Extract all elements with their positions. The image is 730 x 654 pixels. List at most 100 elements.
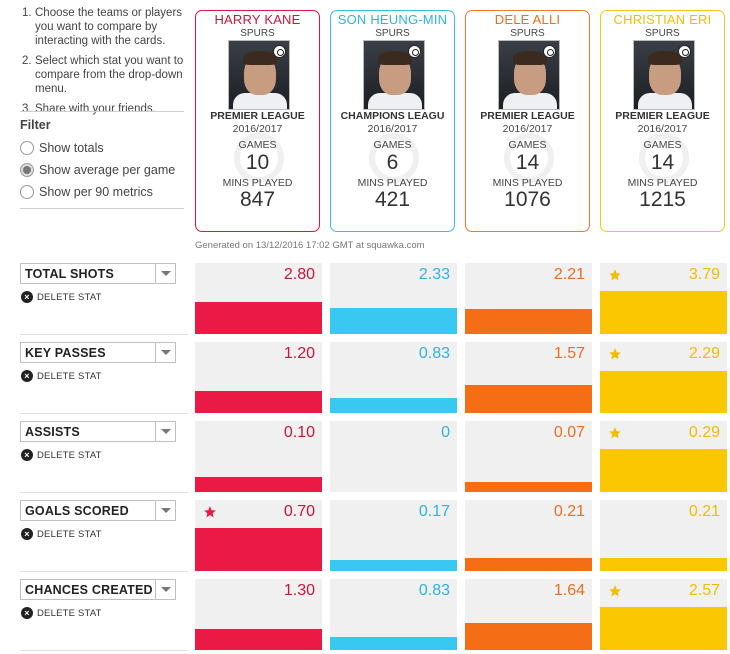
stat-cell: 2.21 bbox=[465, 263, 592, 334]
player-card[interactable]: HARRY KANE SPURS PREMIER LEAGUE 2016/2017 GA… bbox=[195, 10, 320, 232]
stat-dropdown-label: GOALS SCORED bbox=[25, 503, 129, 518]
instruction-item: 1. Choose the teams or players you want t… bbox=[22, 6, 192, 48]
mins-played-value: 1076 bbox=[504, 188, 551, 211]
stat-dropdown[interactable]: CHANCES CREATED bbox=[20, 579, 176, 600]
stat-value: 2.57 bbox=[688, 582, 720, 599]
games-label: GAMES bbox=[373, 139, 412, 151]
player-card[interactable]: SON HEUNG-MIN SPURS CHAMPIONS LEAGU 2016/20… bbox=[330, 10, 455, 232]
star-icon bbox=[608, 426, 622, 444]
stat-cell: 0.83 bbox=[330, 579, 457, 650]
stat-cell: 0.10 bbox=[195, 421, 322, 492]
chevron-down-icon[interactable] bbox=[155, 501, 175, 520]
stat-dropdown[interactable]: TOTAL SHOTS bbox=[20, 263, 176, 284]
delete-stat-button[interactable]: × DELETE STAT bbox=[21, 448, 102, 462]
games-ring bbox=[639, 133, 689, 183]
stat-bar bbox=[330, 637, 457, 650]
delete-stat-button[interactable]: × DELETE STAT bbox=[21, 369, 102, 383]
season: 2016/2017 bbox=[232, 123, 283, 135]
player-card[interactable]: CHRISTIAN ERI SPURS PREMIER LEAGUE 2016/201… bbox=[600, 10, 725, 232]
competition-name: PREMIER LEAGUE bbox=[210, 110, 305, 122]
games-label: GAMES bbox=[643, 139, 682, 151]
player-shirt bbox=[368, 93, 422, 109]
games-value: 14 bbox=[650, 151, 675, 174]
competition-name: PREMIER LEAGUE bbox=[615, 110, 710, 122]
stat-bar bbox=[465, 482, 592, 492]
stat-value: 1.20 bbox=[283, 345, 315, 362]
star-icon bbox=[608, 347, 622, 365]
club-badge-icon bbox=[543, 45, 556, 58]
radio-button[interactable] bbox=[20, 141, 34, 155]
stat-bar bbox=[195, 302, 322, 334]
delete-stat-button[interactable]: × DELETE STAT bbox=[21, 527, 102, 541]
games-ring bbox=[234, 133, 284, 183]
chevron-down-icon[interactable] bbox=[155, 343, 175, 362]
mins-played-value: 1215 bbox=[639, 188, 686, 211]
stat-bar bbox=[600, 607, 727, 650]
player-name: SON HEUNG-MIN bbox=[337, 12, 448, 27]
generated-timestamp: Generated on 13/12/2016 17:02 GMT at squ… bbox=[195, 240, 425, 251]
filter-option-label: Show totals bbox=[39, 141, 104, 155]
player-shirt bbox=[233, 93, 287, 109]
stat-bar bbox=[600, 291, 727, 334]
player-name: HARRY KANE bbox=[214, 12, 301, 27]
filter-title: Filter bbox=[20, 118, 51, 132]
team-name: SPURS bbox=[375, 28, 410, 39]
stat-cell: 1.64 bbox=[465, 579, 592, 650]
delete-stat-label: DELETE STAT bbox=[37, 607, 102, 619]
stat-value: 0.10 bbox=[283, 424, 315, 441]
stat-bar bbox=[195, 528, 322, 571]
stat-dropdown[interactable]: GOALS SCORED bbox=[20, 500, 176, 521]
mins-played-label: MINS PLAYED bbox=[222, 177, 293, 189]
stat-value: 0.83 bbox=[418, 345, 450, 362]
stat-dropdown[interactable]: KEY PASSES bbox=[20, 342, 176, 363]
stat-cell: 0.70 bbox=[195, 500, 322, 571]
games-value: 6 bbox=[386, 151, 399, 174]
instruction-number: 3. bbox=[22, 103, 32, 115]
filter-option-totals[interactable]: Show totals bbox=[20, 140, 104, 156]
row-divider bbox=[20, 334, 188, 335]
player-hair bbox=[378, 51, 412, 65]
games-ring bbox=[369, 133, 419, 183]
row-divider bbox=[20, 492, 188, 493]
stat-bar bbox=[600, 371, 727, 413]
filter-option-per90[interactable]: Show per 90 metrics bbox=[20, 184, 153, 200]
player-shirt bbox=[638, 93, 692, 109]
stat-cell: 0.83 bbox=[330, 342, 457, 413]
stat-cell: 0.21 bbox=[600, 500, 727, 571]
chevron-down-icon[interactable] bbox=[155, 264, 175, 283]
filter-option-average[interactable]: Show average per game bbox=[20, 162, 175, 178]
games-ring bbox=[504, 133, 554, 183]
delete-stat-label: DELETE STAT bbox=[37, 370, 102, 382]
stat-bar bbox=[600, 449, 727, 492]
delete-stat-button[interactable]: × DELETE STAT bbox=[21, 290, 102, 304]
stat-value: 2.29 bbox=[688, 345, 720, 362]
mins-played-label: MINS PLAYED bbox=[357, 177, 428, 189]
stat-dropdown[interactable]: ASSISTS bbox=[20, 421, 176, 442]
radio-button-selected[interactable] bbox=[20, 163, 34, 177]
games-label: GAMES bbox=[238, 139, 277, 151]
team-name: SPURS bbox=[240, 28, 275, 39]
chevron-down-icon[interactable] bbox=[155, 580, 175, 599]
mins-played-value: 847 bbox=[239, 188, 276, 211]
chevron-down-icon[interactable] bbox=[155, 422, 175, 441]
stat-dropdown-label: TOTAL SHOTS bbox=[25, 266, 115, 281]
stat-value: 2.33 bbox=[418, 266, 450, 283]
close-icon: × bbox=[21, 370, 33, 382]
filter-option-label: Show per 90 metrics bbox=[39, 185, 153, 199]
player-card[interactable]: DELE ALLI SPURS PREMIER LEAGUE 2016/2017 GAM… bbox=[465, 10, 590, 232]
delete-stat-label: DELETE STAT bbox=[37, 291, 102, 303]
delete-stat-button[interactable]: × DELETE STAT bbox=[21, 606, 102, 620]
stat-bar bbox=[330, 560, 457, 571]
stat-bar bbox=[195, 477, 322, 492]
stat-dropdown-label: ASSISTS bbox=[25, 424, 80, 439]
competition-name: CHAMPIONS LEAGU bbox=[340, 110, 445, 122]
mins-played-value: 421 bbox=[374, 188, 411, 211]
row-divider bbox=[20, 413, 188, 414]
player-photo bbox=[228, 40, 290, 110]
stat-bar bbox=[195, 391, 322, 413]
mins-played-label: MINS PLAYED bbox=[492, 177, 563, 189]
stat-cell: 0.17 bbox=[330, 500, 457, 571]
radio-button[interactable] bbox=[20, 185, 34, 199]
player-name: CHRISTIAN ERI bbox=[613, 12, 712, 27]
stat-value: 0.07 bbox=[553, 424, 585, 441]
